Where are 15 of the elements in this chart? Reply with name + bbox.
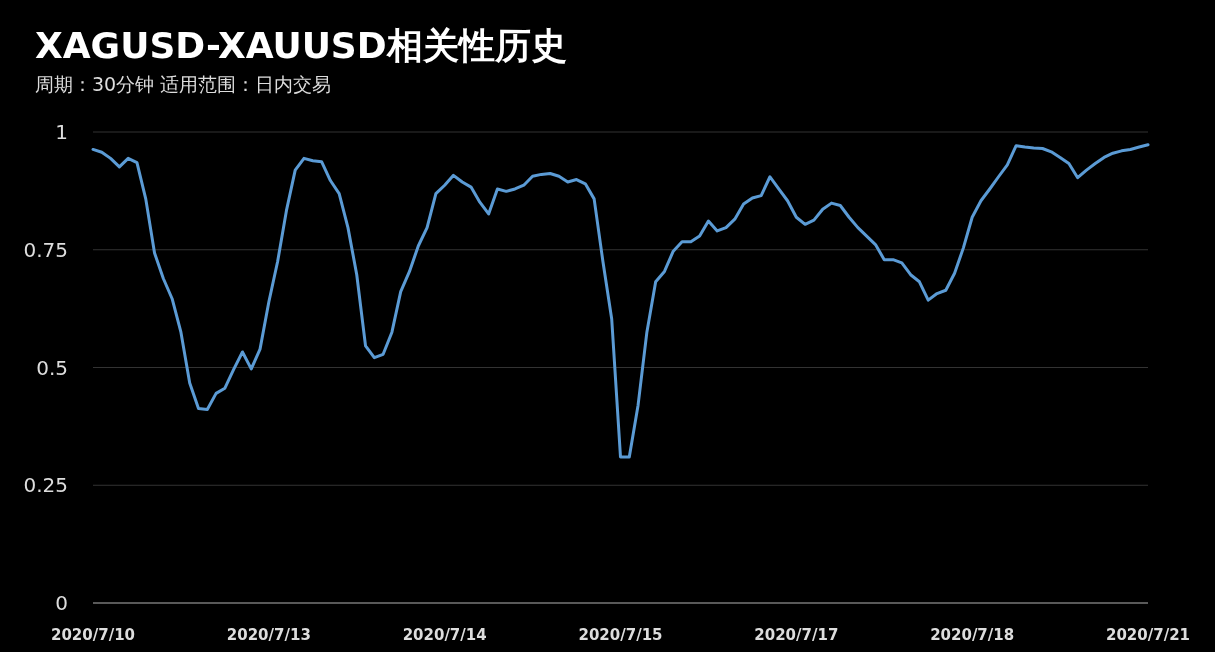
y-tick-label: 1	[55, 120, 68, 144]
x-tick-label: 2020/7/17	[754, 626, 839, 644]
x-tick-label: 2020/7/18	[930, 626, 1015, 644]
x-tick-label: 2020/7/14	[402, 626, 487, 644]
x-tick-label: 2020/7/10	[50, 626, 136, 644]
line-series	[91, 143, 1150, 459]
y-tick-label: 0.75	[23, 237, 68, 262]
chart-subtitle: 周期：30分钟 适用范围：日内交易	[35, 73, 332, 95]
x-tick-label: 2020/7/13	[226, 626, 311, 644]
x-tick-label: 2020/7/21	[1105, 626, 1191, 644]
x-tick-label: 2020/7/15	[578, 626, 663, 644]
y-tick-label: 0.25	[23, 473, 68, 498]
y-tick-label: 0	[55, 591, 68, 615]
y-tick-label: 0.5	[36, 355, 68, 380]
chart-title: XAGUSD-XAUUSD相关性历史	[35, 25, 567, 66]
